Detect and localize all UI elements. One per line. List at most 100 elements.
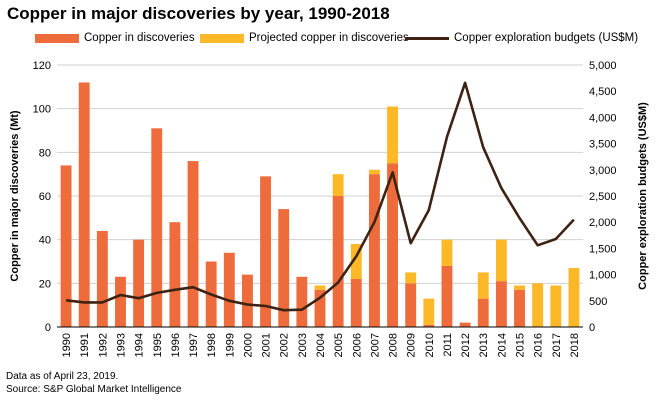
bar-copper xyxy=(350,278,362,327)
bar-projected xyxy=(368,169,380,175)
bar-copper xyxy=(368,174,380,327)
y-right-tick-label: 3,500 xyxy=(589,139,617,151)
y-tick-label: 100 xyxy=(33,104,51,116)
bar-projected xyxy=(314,285,326,290)
bar-copper xyxy=(133,239,145,327)
x-tick-label: 2006 xyxy=(351,333,363,357)
x-tick-label: 1993 xyxy=(115,333,127,357)
x-tick-label: 1998 xyxy=(206,333,218,357)
legend-label-projected: Projected copper in discoveries xyxy=(249,32,409,44)
bar-projected xyxy=(495,239,507,282)
legend-item-projected: Projected copper in discoveries xyxy=(200,32,409,44)
x-tick-label: 1999 xyxy=(224,333,236,357)
legend-swatch-budget xyxy=(405,36,449,40)
bar-projected xyxy=(550,285,562,327)
bar-projected xyxy=(532,283,544,327)
x-tick-label: 2008 xyxy=(388,333,400,357)
bar-copper xyxy=(60,165,72,327)
x-tick-label: 2010 xyxy=(424,333,436,357)
x-tick-label: 1997 xyxy=(188,333,200,357)
bar-copper xyxy=(405,283,417,327)
bar-copper xyxy=(314,289,326,327)
bar-copper xyxy=(169,222,181,327)
x-tick-label: 1996 xyxy=(170,333,182,357)
bar-projected xyxy=(405,272,417,284)
x-tick-label: 1990 xyxy=(61,333,73,357)
legend-swatch-projected xyxy=(200,33,244,43)
legend-item-copper: Copper in discoveries xyxy=(35,32,195,44)
y-right-axis-title: Copper exploration budgets (US$M) xyxy=(637,102,649,290)
bar-projected xyxy=(423,298,435,325)
y-right-tick-label: 500 xyxy=(589,296,607,308)
bar-projected xyxy=(514,285,525,290)
y-right-tick-label: 0 xyxy=(589,322,595,334)
bar-copper xyxy=(441,265,453,327)
x-tick-label: 2001 xyxy=(261,333,273,357)
bar-copper xyxy=(96,230,108,327)
x-tick-label: 2016 xyxy=(533,333,545,357)
bar-copper xyxy=(115,276,126,327)
x-tick-label: 2013 xyxy=(478,333,490,357)
bar-copper xyxy=(387,163,398,327)
y-right-tick-label: 1,000 xyxy=(589,270,617,282)
x-tick-label: 2018 xyxy=(569,333,581,357)
y-right-tick-label: 1,500 xyxy=(589,243,617,255)
budget-line xyxy=(65,81,575,312)
x-tick-label: 2002 xyxy=(279,333,291,357)
chart-legend: Copper in discoveries Projected copper i… xyxy=(0,32,660,50)
bar-copper xyxy=(78,82,90,327)
bar-projected xyxy=(441,239,453,266)
y-axis-title: Copper in major discoveries (Mt) xyxy=(9,110,21,281)
legend-swatch-copper xyxy=(35,33,79,43)
x-tick-label: 1991 xyxy=(79,333,91,357)
footer-source: Source: S&P Global Market Intelligence xyxy=(6,384,182,395)
bar-copper xyxy=(423,324,435,327)
x-tick-label: 2007 xyxy=(369,333,381,357)
y-right-tick-label: 2,000 xyxy=(589,217,617,229)
bar-copper xyxy=(477,298,489,327)
y-right-tick-label: 3,000 xyxy=(589,165,617,177)
bar-copper xyxy=(223,252,235,327)
y-tick-label: 0 xyxy=(45,322,51,334)
x-tick-label: 2012 xyxy=(460,333,472,357)
x-tick-label: 1994 xyxy=(134,333,146,357)
x-tick-label: 2015 xyxy=(515,333,527,357)
bar-copper xyxy=(514,289,525,327)
x-tick-label: 2009 xyxy=(406,333,418,357)
y-tick-label: 20 xyxy=(39,278,51,290)
bar-projected xyxy=(477,272,489,299)
bar-projected xyxy=(387,106,398,164)
bar-copper xyxy=(151,128,163,327)
bar-projected xyxy=(568,268,580,327)
bar-projected xyxy=(332,174,344,196)
x-tick-label: 1995 xyxy=(152,333,164,357)
y-tick-label: 80 xyxy=(39,147,51,159)
x-tick-label: 2011 xyxy=(442,333,454,357)
bar-copper xyxy=(278,209,290,327)
y-tick-label: 120 xyxy=(33,60,51,72)
legend-label-copper: Copper in discoveries xyxy=(84,32,195,44)
y-right-tick-label: 4,000 xyxy=(589,112,617,124)
y-right-tick-label: 4,500 xyxy=(589,86,617,98)
chart-title: Copper in major discoveries by year, 199… xyxy=(7,4,390,23)
bar-copper xyxy=(459,322,471,327)
bar-copper xyxy=(187,161,199,327)
footer-note: Data as of April 23, 2019. xyxy=(6,371,119,382)
x-tick-label: 2003 xyxy=(297,333,309,357)
bar-copper xyxy=(495,281,507,327)
y-right-tick-label: 2,500 xyxy=(589,191,617,203)
y-tick-label: 40 xyxy=(39,235,51,247)
bar-copper xyxy=(260,176,272,327)
y-tick-label: 60 xyxy=(39,191,51,203)
bar-copper xyxy=(242,274,253,327)
bar-copper xyxy=(332,196,344,327)
bar-projected xyxy=(350,244,362,279)
legend-label-budget: Copper exploration budgets (US$M) xyxy=(454,32,639,44)
bar-copper xyxy=(296,276,308,327)
x-tick-label: 2017 xyxy=(551,333,563,357)
x-tick-label: 2000 xyxy=(242,333,254,357)
x-tick-label: 2004 xyxy=(315,333,327,357)
x-tick-label: 2005 xyxy=(333,333,345,357)
y-right-tick-label: 5,000 xyxy=(589,60,617,72)
